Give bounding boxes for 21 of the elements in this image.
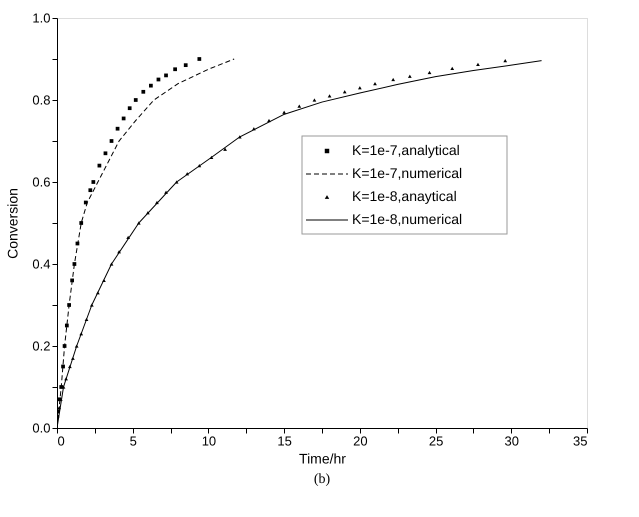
y-tick-label: 0.4 [32,256,50,272]
x-tick-label: 35 [573,434,588,448]
x-tick-label: 20 [353,434,368,448]
y-tick-label: 0.8 [32,92,50,108]
x-tick-label: 0 [58,434,65,448]
legend-label: K=1e-8,anaytical [352,188,457,204]
legend-label: K=1e-7,numerical [352,165,462,181]
x-tick-label: 10 [202,434,216,448]
y-tick-label: 0.6 [32,174,50,190]
y-tick-label: 0.0 [32,420,50,436]
text: (b) [314,472,330,487]
y-tick-label: 0.2 [32,338,50,354]
y-axis-title: Conversion [4,188,20,259]
legend-label: K=1e-8,numerical [352,211,462,227]
legend-label: K=1e-7,analytical [352,142,460,158]
x-tick-label: 25 [428,434,444,448]
x-axis-title: Time/hr [299,450,346,466]
x-tick-label: 30 [504,434,520,448]
x-tick-label: 5 [130,434,137,448]
x-tick-label: 15 [277,434,292,448]
y-tick-label: 1.0 [32,10,50,26]
